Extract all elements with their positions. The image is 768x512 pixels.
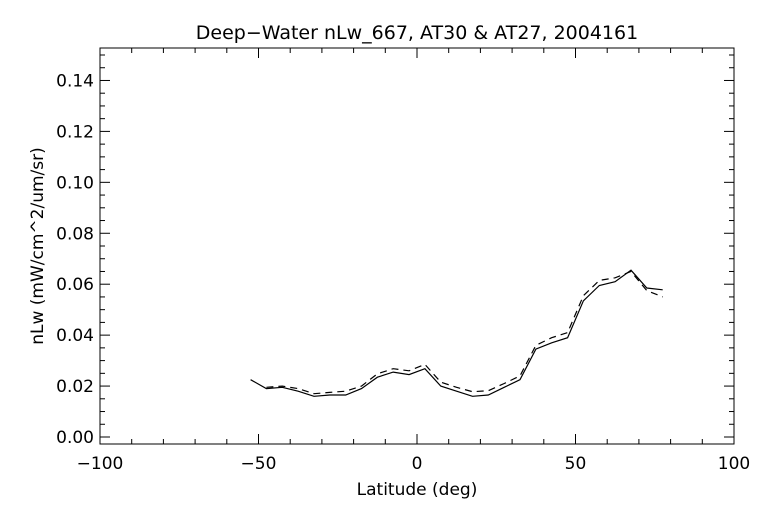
y-tick-label: 0.00 xyxy=(56,428,94,448)
series-line-2-dashed xyxy=(266,270,663,395)
y-tick-label: 0.02 xyxy=(56,377,94,397)
y-tick-label: 0.06 xyxy=(56,275,94,295)
y-tick-label: 0.12 xyxy=(56,122,94,142)
y-tick-label: 0.14 xyxy=(56,71,94,91)
x-tick-label: 100 xyxy=(718,454,750,474)
y-tick-label: 0.04 xyxy=(56,326,94,346)
x-tick-label: −50 xyxy=(241,454,277,474)
chart-title: Deep−Water nLw_667, AT30 & AT27, 2004161 xyxy=(196,22,638,44)
y-axis-tick-labels: 0.00 0.02 0.04 0.06 0.08 0.10 0.12 0.14 xyxy=(56,71,94,448)
y-tick-label: 0.10 xyxy=(56,173,94,193)
y-tick-label: 0.08 xyxy=(56,224,94,244)
plot-frame xyxy=(99,47,735,445)
series-line-1-solid xyxy=(250,269,663,397)
x-axis-ticks xyxy=(99,48,735,444)
x-axis-tick-labels: −100 −50 0 50 100 xyxy=(77,454,751,474)
series-layer xyxy=(250,269,663,397)
y-axis-label: nLw (mW/cm^2/um/sr) xyxy=(28,147,48,345)
x-tick-label: 50 xyxy=(565,454,587,474)
x-axis-label: Latitude (deg) xyxy=(357,480,478,500)
x-tick-label: −100 xyxy=(77,454,124,474)
y-axis-ticks xyxy=(100,54,734,438)
x-tick-label: 0 xyxy=(412,454,423,474)
